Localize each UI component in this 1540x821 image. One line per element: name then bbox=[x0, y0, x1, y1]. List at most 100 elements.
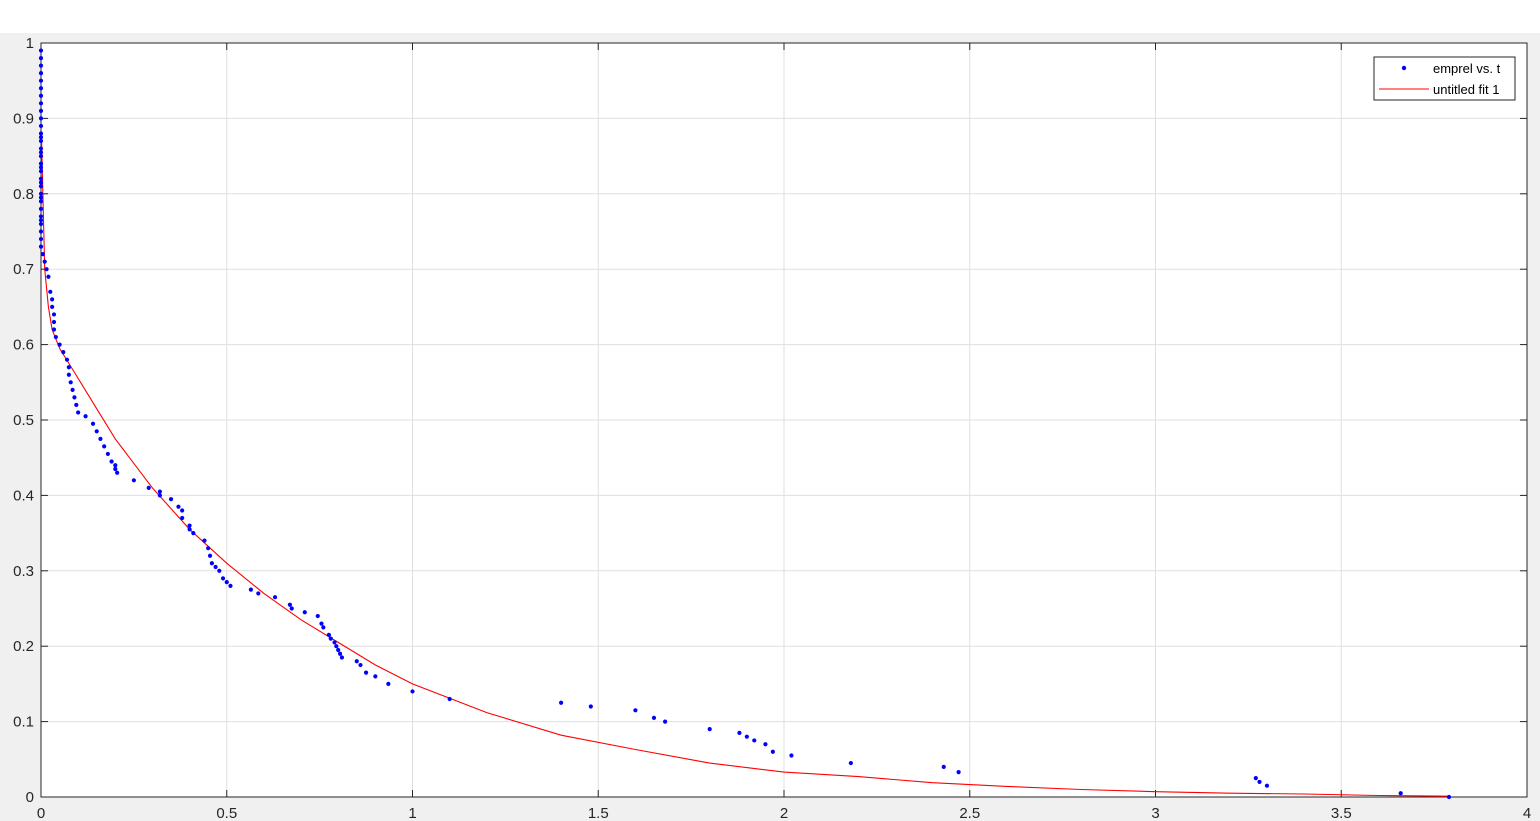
data-point bbox=[38, 78, 44, 83]
data-point bbox=[217, 568, 222, 573]
data-point bbox=[180, 515, 185, 521]
data-point bbox=[113, 466, 118, 472]
data-point bbox=[191, 531, 196, 536]
data-point bbox=[315, 613, 320, 619]
y-tick-label: 0.6 bbox=[13, 337, 34, 354]
data-point bbox=[287, 602, 293, 607]
data-point bbox=[98, 436, 103, 441]
data-point bbox=[248, 587, 253, 592]
data-point bbox=[38, 195, 44, 200]
data-point bbox=[157, 489, 162, 494]
data-point bbox=[131, 478, 136, 483]
data-point bbox=[321, 625, 326, 630]
data-point bbox=[752, 738, 757, 743]
legend-label-fit: untitled fit 1 bbox=[1433, 82, 1500, 97]
data-point bbox=[38, 48, 44, 53]
data-point bbox=[38, 176, 44, 181]
data-point bbox=[202, 538, 207, 543]
y-tick-label: 0.4 bbox=[13, 487, 34, 504]
data-point bbox=[373, 674, 378, 679]
data-point bbox=[1446, 794, 1452, 800]
data-point bbox=[115, 470, 120, 475]
data-point bbox=[38, 161, 44, 166]
data-point bbox=[83, 414, 88, 419]
data-point bbox=[51, 327, 57, 332]
data-point bbox=[38, 150, 44, 155]
legend-label-emprel: emprel vs. t bbox=[1433, 61, 1501, 76]
data-point bbox=[38, 138, 44, 144]
data-point bbox=[302, 610, 307, 615]
data-point bbox=[38, 131, 44, 136]
data-point bbox=[272, 595, 278, 600]
legend-marker-emprel bbox=[1401, 65, 1407, 71]
data-point bbox=[38, 191, 44, 196]
data-point bbox=[42, 259, 47, 264]
y-tick-label: 0.1 bbox=[13, 714, 34, 731]
data-point bbox=[38, 123, 44, 129]
data-point bbox=[38, 116, 44, 121]
y-tick-label: 0 bbox=[26, 789, 34, 806]
y-tick-label: 0.5 bbox=[13, 412, 34, 429]
data-point bbox=[220, 576, 226, 581]
y-tick-label: 0.8 bbox=[13, 186, 34, 203]
data-point bbox=[105, 451, 110, 457]
data-point bbox=[187, 523, 192, 528]
data-point bbox=[90, 421, 96, 426]
data-point bbox=[447, 696, 452, 702]
data-point bbox=[339, 655, 345, 660]
data-point bbox=[51, 319, 57, 325]
data-point bbox=[38, 236, 44, 242]
data-point bbox=[228, 583, 233, 588]
data-point bbox=[64, 357, 70, 362]
data-point bbox=[72, 395, 77, 400]
data-point bbox=[180, 508, 185, 513]
data-point bbox=[57, 342, 62, 347]
data-point bbox=[956, 770, 961, 775]
data-point bbox=[66, 372, 71, 377]
x-tick-label: 3.5 bbox=[1331, 805, 1352, 821]
data-point bbox=[38, 146, 44, 151]
data-point bbox=[1398, 791, 1403, 796]
data-point bbox=[410, 689, 415, 694]
data-point bbox=[289, 606, 294, 611]
data-point bbox=[38, 180, 44, 185]
data-point bbox=[38, 63, 44, 68]
x-tick-label: 1.5 bbox=[588, 805, 609, 821]
data-point bbox=[176, 504, 181, 509]
legend-box bbox=[1373, 56, 1516, 101]
data-point bbox=[38, 199, 44, 204]
x-axis-ticks: 0 0.5 1 1.5 2 2.5 3 3.5 4 bbox=[37, 43, 1531, 821]
data-point bbox=[40, 252, 45, 257]
data-point bbox=[187, 527, 192, 532]
data-point bbox=[588, 704, 593, 709]
data-point bbox=[44, 267, 49, 272]
legend[interactable]: emprel vs. t untitled fit 1 bbox=[1373, 56, 1516, 101]
x-tick-label: 0 bbox=[37, 805, 45, 821]
data-point bbox=[559, 700, 564, 705]
x-tick-label: 2.5 bbox=[959, 805, 980, 821]
data-point bbox=[38, 55, 44, 61]
data-point bbox=[61, 350, 66, 355]
data-point bbox=[38, 221, 44, 227]
data-point bbox=[707, 727, 712, 732]
x-tick-label: 1 bbox=[408, 805, 416, 821]
x-tick-label: 0.5 bbox=[216, 805, 237, 821]
y-tick-label: 0.2 bbox=[13, 638, 34, 655]
data-point bbox=[633, 708, 638, 713]
data-point bbox=[94, 429, 99, 434]
data-point bbox=[66, 365, 71, 370]
x-tick-label: 2 bbox=[780, 805, 788, 821]
fit-line-layer bbox=[40, 133, 1450, 797]
data-point bbox=[651, 715, 657, 720]
y-tick-label: 0.3 bbox=[13, 563, 34, 580]
data-point bbox=[789, 753, 794, 758]
data-point bbox=[328, 636, 333, 641]
data-point bbox=[38, 214, 44, 219]
data-point bbox=[358, 662, 363, 668]
data-point bbox=[38, 206, 44, 211]
data-point bbox=[102, 444, 107, 449]
y-tick-label: 0.9 bbox=[13, 110, 34, 127]
data-point bbox=[319, 621, 324, 626]
data-point bbox=[70, 387, 75, 392]
